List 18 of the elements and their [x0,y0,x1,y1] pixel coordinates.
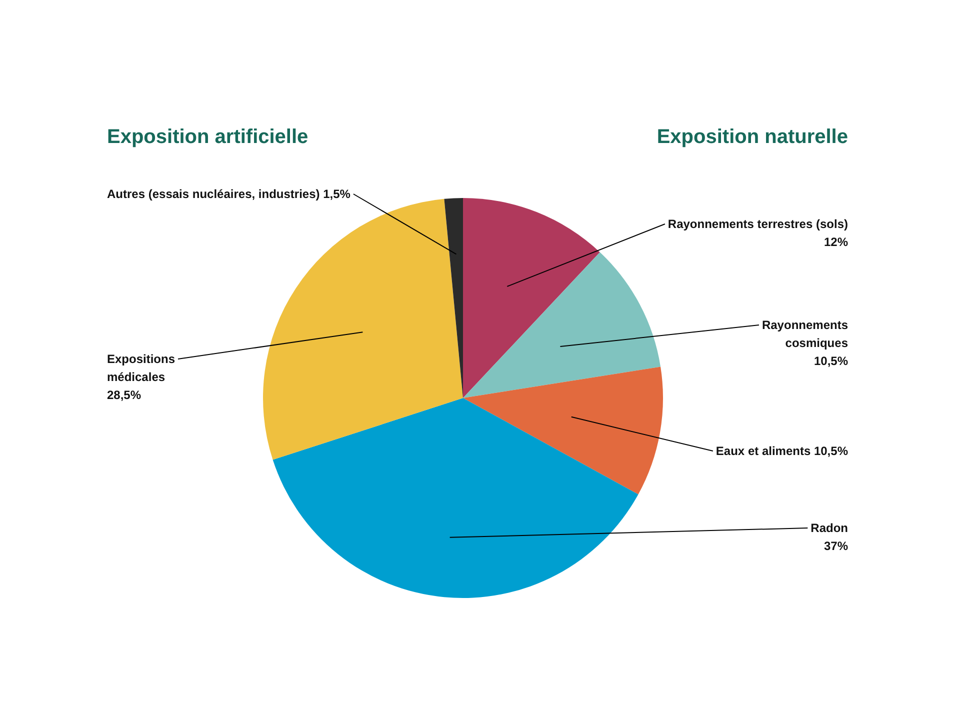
data-label: 37% [824,539,848,553]
slice-label: Expositions médicales [107,352,176,384]
data-label: 10,5% [814,354,848,368]
pie-slice [463,198,600,398]
slice-label: Rayonnements cosmiques [762,318,848,350]
pie-slice [263,198,463,460]
data-label: 12% [824,235,848,249]
pie-slice [463,366,663,494]
slice-label: Rayonnements terrestres (sols) [668,217,848,231]
data-label: 28,5% [107,388,142,402]
text: Exposition naturelle [656,126,848,148]
slice-label: Autres (essais nucléaires, industries) 1,5% [107,187,351,201]
slice-label: Eaux et aliments 10,5% [716,444,848,458]
pie-slice [444,198,463,398]
text: Exposition artificielle [107,126,308,148]
pie-slice [272,398,638,598]
slice-label: Radon [810,521,848,535]
pie-slice [463,252,661,398]
